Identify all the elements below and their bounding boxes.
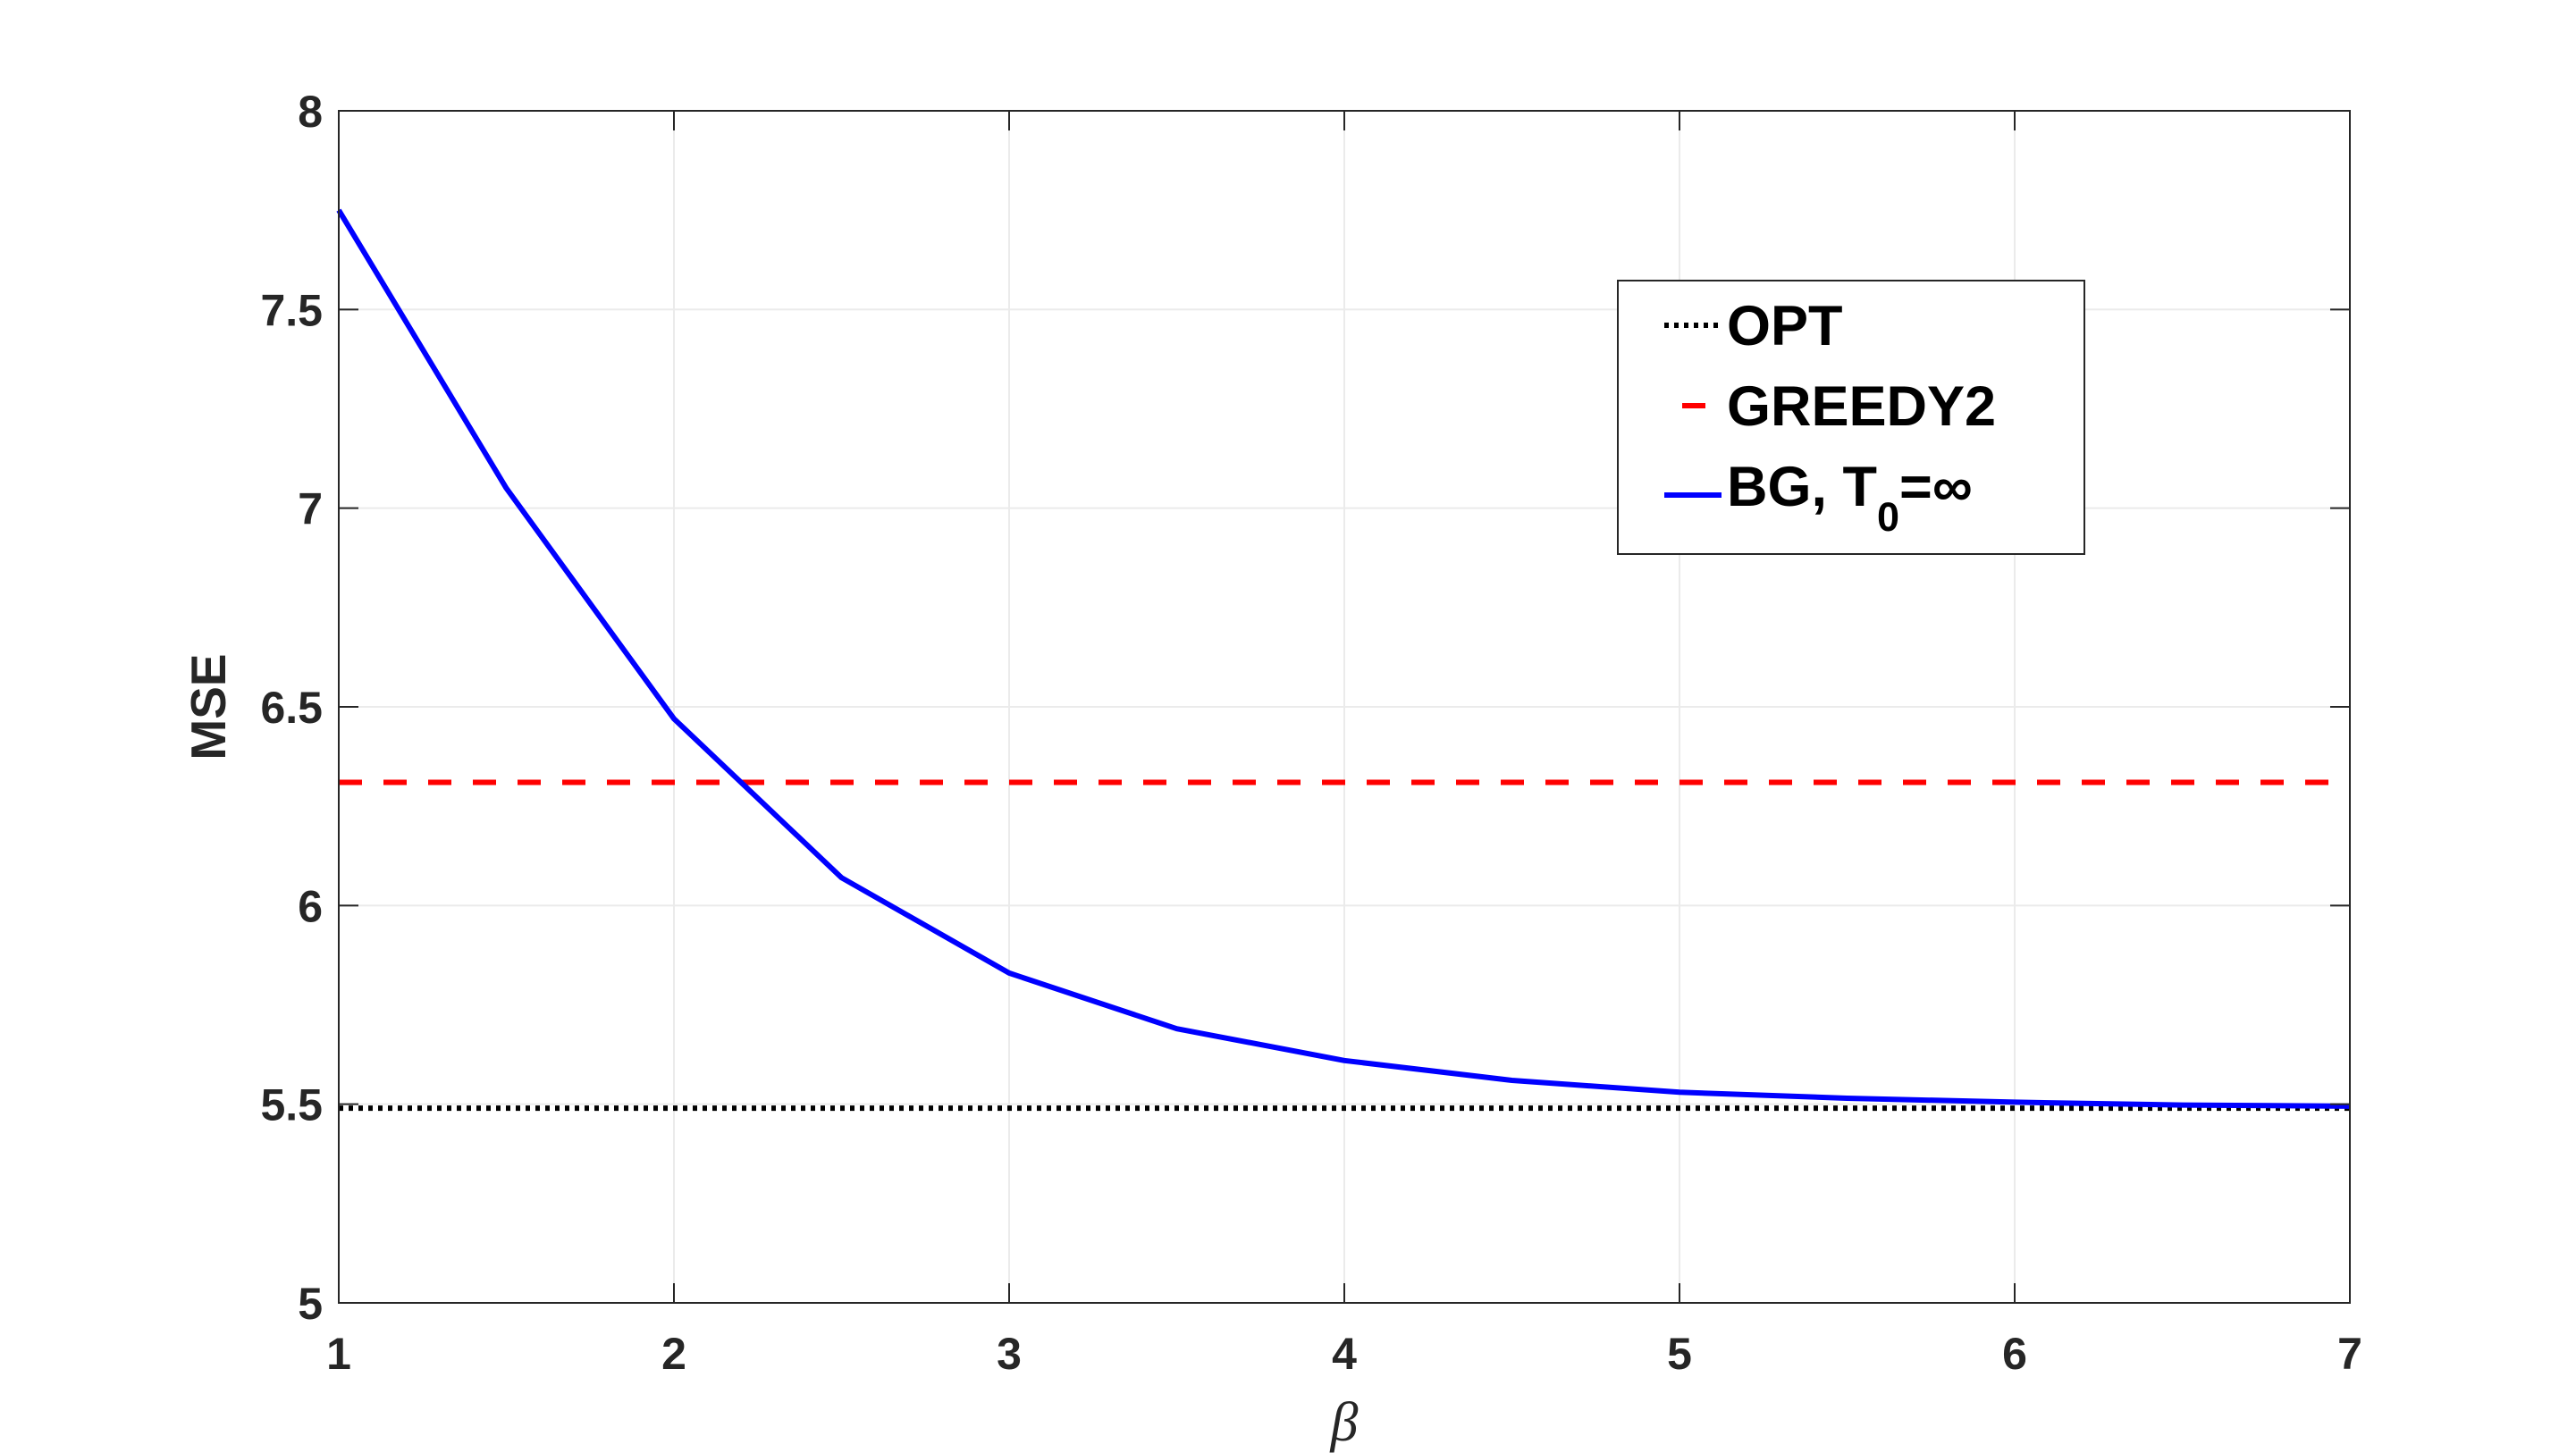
tick-labels: 1 2 3 4 5 6 7 5 5.5 6 6.5 7 7.5 8 <box>260 87 2361 1379</box>
legend-label-bg-subscript: 0 <box>1877 494 1899 540</box>
y-tick-label: 5.5 <box>260 1080 323 1130</box>
legend-label-opt: OPT <box>1727 295 1843 357</box>
series-line-bg <box>336 208 2351 1109</box>
x-tick-label: 6 <box>2002 1329 2027 1379</box>
legend-label-bg-tail: =∞ <box>1899 456 1973 518</box>
y-axis-label: MSE <box>181 653 236 760</box>
legend-label-bg: BG, T0=∞ <box>1727 456 1973 540</box>
x-tick-label: 2 <box>661 1329 686 1379</box>
legend-label-greedy2: GREEDY2 <box>1727 375 1996 438</box>
y-tick-label: 8 <box>298 87 323 137</box>
y-tick-label: 7 <box>298 484 323 534</box>
x-tick-label: 5 <box>1667 1329 1692 1379</box>
x-tick-label: 3 <box>997 1329 1022 1379</box>
x-tick-label: 7 <box>2337 1329 2362 1379</box>
y-tick-label: 6 <box>298 881 323 931</box>
legend-label-bg-main: BG, T <box>1727 456 1877 518</box>
y-tick-label: 6.5 <box>260 683 323 733</box>
x-axis-label: β <box>1330 1392 1359 1453</box>
legend: OPT GREEDY2 BG, T0=∞ <box>1617 280 2085 555</box>
y-tick-label: 7.5 <box>260 285 323 335</box>
ticks <box>338 110 2351 1304</box>
series-layer <box>336 208 2351 1112</box>
x-tick-label: 1 <box>326 1329 351 1379</box>
y-tick-label: 5 <box>298 1279 323 1329</box>
x-tick-label: 4 <box>1332 1329 1357 1379</box>
